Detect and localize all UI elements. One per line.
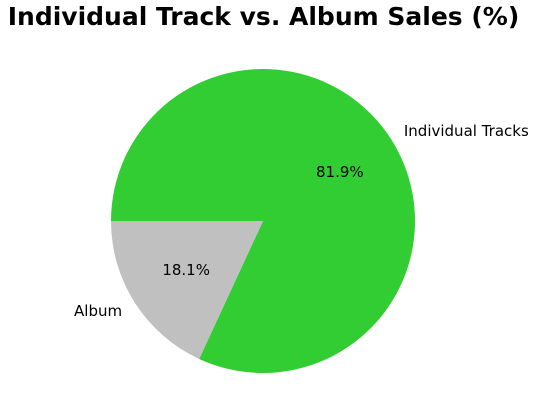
pie-labels: 81.9% Individual Tracks 18.1% Album: [74, 122, 529, 320]
pie-slice-album: [111, 221, 263, 359]
pie-slices: [111, 68, 416, 374]
pie-category-label: Individual Tracks: [404, 122, 529, 140]
pie-value-label: 81.9%: [316, 163, 364, 181]
pie-value-label: 18.1%: [162, 261, 210, 279]
pie-slice-individual-tracks: [111, 68, 416, 374]
chart-title: Individual Track vs. Album Sales (%): [7, 2, 520, 31]
pie-category-label: Album: [74, 302, 122, 320]
